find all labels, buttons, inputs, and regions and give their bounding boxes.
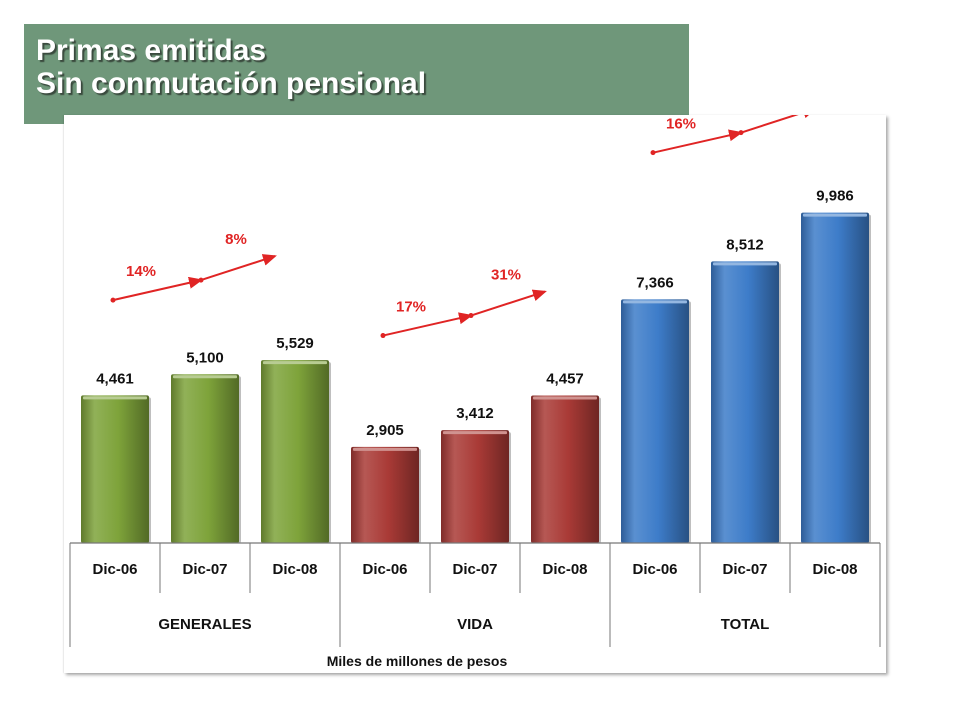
value-label: 4,457: [546, 371, 584, 388]
bar-highlight: [83, 396, 147, 400]
growth-arrow-start: [198, 277, 204, 283]
tick-label: Dic-07: [722, 561, 767, 578]
bar-highlight: [803, 213, 867, 217]
growth-arrow: [740, 115, 817, 134]
tick-label: Dic-06: [92, 561, 137, 578]
bar-vida-dic-06: [351, 446, 419, 543]
value-label: 8,512: [726, 236, 764, 253]
growth-label: 17%: [396, 299, 426, 316]
tick-label: Dic-06: [632, 561, 677, 578]
chart-frame: 4,461 Dic-06 5,100 Dic-07 5,529 Dic-08 GENERAL…: [64, 115, 886, 673]
group-label: GENERALES: [158, 616, 251, 633]
title-line-2: Sin conmutación pensional: [36, 67, 427, 100]
growth-arrow: [652, 129, 743, 154]
value-label: 2,905: [366, 422, 404, 439]
growth-arrow-start: [110, 297, 116, 303]
growth-arrow: [112, 276, 203, 302]
bar-total-dic-07: [711, 261, 779, 543]
bar-highlight: [173, 375, 237, 379]
title-box: Primas emitidas Sin conmutación pensiona…: [24, 24, 689, 124]
value-label: 7,366: [636, 274, 674, 291]
growth-label: 31%: [491, 267, 521, 284]
bar-generales-dic-07: [171, 374, 239, 543]
bar-highlight: [443, 431, 507, 435]
bar-highlight: [263, 361, 327, 365]
growth-label: 14%: [126, 263, 156, 280]
growth-label: 8%: [225, 231, 247, 248]
bar-generales-dic-06: [81, 395, 149, 543]
growth-arrow-start: [650, 150, 656, 156]
tick-label: Dic-08: [542, 561, 587, 578]
title-line-1: Primas emitidas: [36, 34, 267, 67]
group-label: VIDA: [457, 616, 493, 633]
tick-label: Dic-06: [362, 561, 407, 578]
group-label: TOTAL: [721, 616, 770, 633]
value-label: 3,412: [456, 405, 494, 422]
growth-arrow: [200, 254, 277, 282]
units-label: Miles de millones de pesos: [327, 653, 508, 669]
bar-total-dic-08: [801, 212, 869, 543]
growth-arrow: [382, 312, 473, 337]
bar-generales-dic-08: [261, 360, 329, 543]
growth-arrow-start: [738, 130, 744, 136]
growth-arrow: [470, 289, 547, 317]
value-label: 9,986: [816, 188, 854, 205]
value-label: 4,461: [96, 370, 134, 387]
growth-arrow-start: [468, 313, 474, 319]
bar-highlight: [533, 396, 597, 400]
bar-vida-dic-08: [531, 395, 599, 543]
bar-highlight: [623, 300, 687, 304]
growth-label: 16%: [666, 116, 696, 133]
value-label: 5,529: [276, 335, 314, 352]
bar-chart: 4,461 Dic-06 5,100 Dic-07 5,529 Dic-08 GENERAL…: [69, 115, 881, 669]
tick-label: Dic-07: [182, 561, 227, 578]
tick-label: Dic-08: [272, 561, 317, 578]
tick-label: Dic-07: [452, 561, 497, 578]
bar-total-dic-06: [621, 299, 689, 543]
tick-label: Dic-08: [812, 561, 857, 578]
bar-highlight: [353, 447, 417, 451]
bar-highlight: [713, 262, 777, 266]
bar-vida-dic-07: [441, 430, 509, 543]
value-label: 5,100: [186, 349, 224, 366]
growth-arrow-start: [380, 333, 386, 339]
